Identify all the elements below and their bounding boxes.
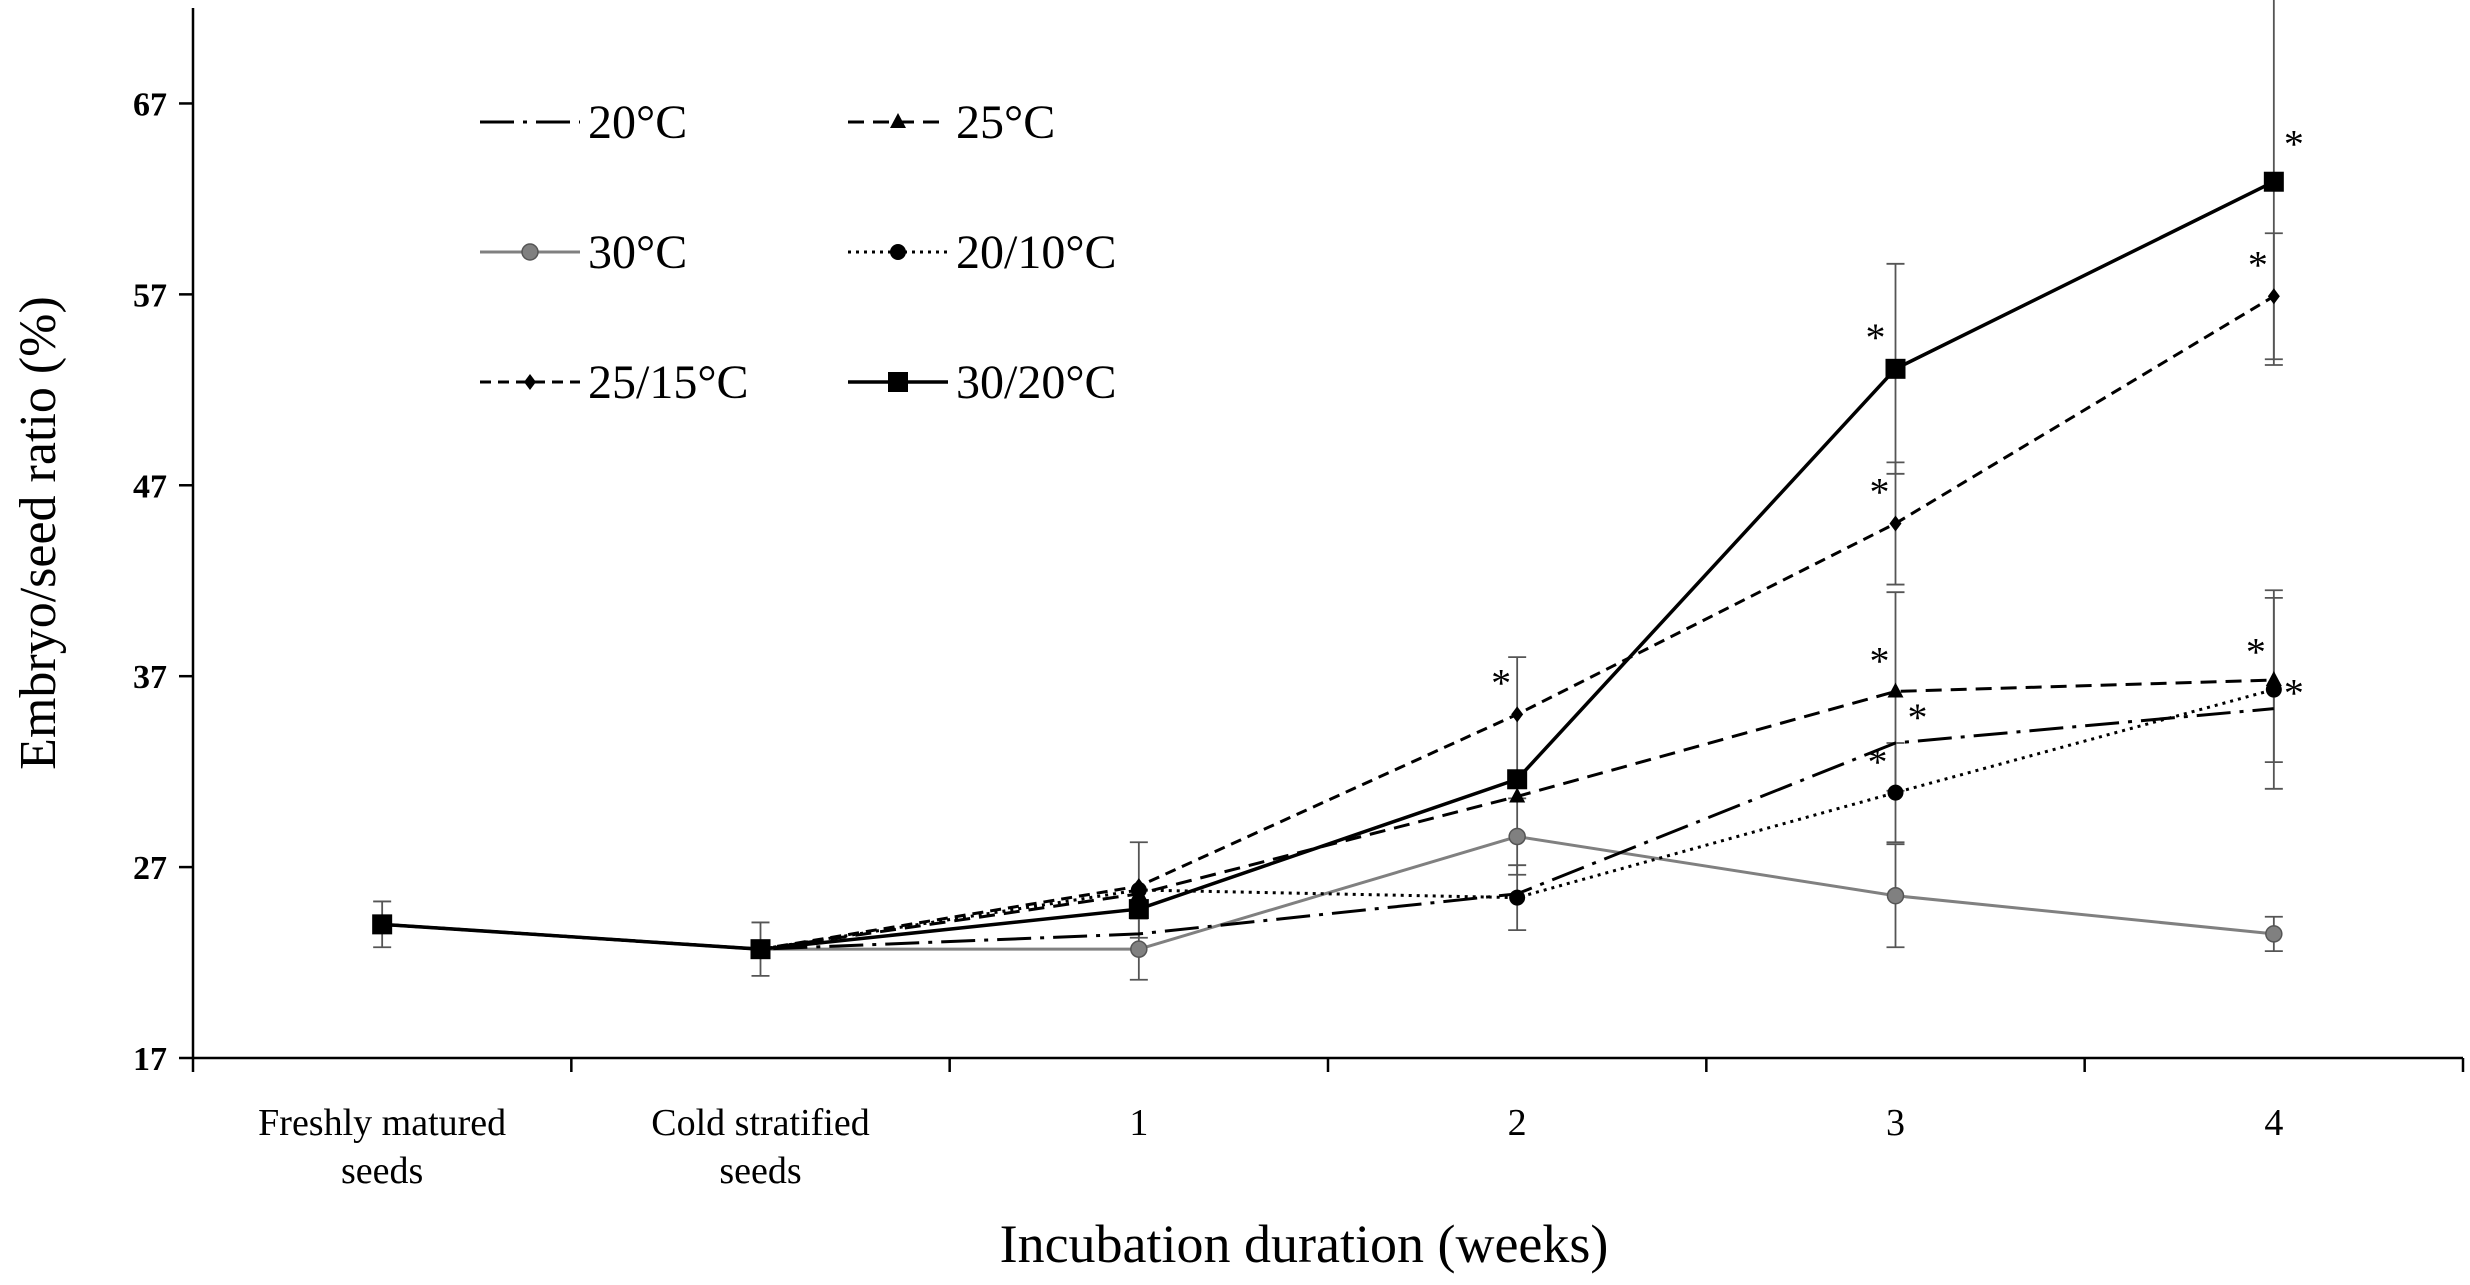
legend-item: 30°C — [480, 226, 687, 279]
series-line — [382, 688, 2275, 951]
legend-label: 20°C — [588, 96, 687, 149]
data-point — [2267, 288, 2280, 305]
data-point — [1886, 886, 1905, 905]
legend-item: 20/10°C — [848, 226, 1117, 279]
significance-star: * — [2248, 242, 2268, 287]
series-line — [382, 707, 2274, 951]
data-point — [1509, 787, 1526, 803]
significance-star: * — [2284, 122, 2304, 167]
y-tick-label: 37 — [133, 659, 167, 696]
legend-swatch-marker — [890, 244, 906, 260]
y-tick-label: 67 — [133, 86, 167, 123]
series-line — [382, 180, 2275, 951]
data-point — [1507, 769, 1528, 790]
legend-label: 30/20°C — [956, 356, 1117, 409]
legend-item: 25°C — [848, 96, 1055, 149]
data-point — [1889, 515, 1902, 532]
data-point — [2265, 925, 2283, 943]
x-tick-label: 2 — [1508, 1102, 1527, 1144]
legend-label: 25°C — [956, 96, 1055, 149]
significance-star: * — [1868, 740, 1888, 785]
x-tick-label: Freshly matured — [258, 1102, 506, 1144]
data-point — [1132, 878, 1145, 895]
data-point — [1130, 940, 1148, 958]
legend-item: 30/20°C — [848, 356, 1117, 409]
data-point — [1885, 358, 1906, 379]
legend-swatch-marker — [524, 374, 536, 390]
x-tick-label: Cold stratified — [651, 1102, 869, 1144]
data-point — [372, 914, 393, 935]
x-tick-label: seeds — [719, 1150, 801, 1192]
series-20-c — [382, 707, 2274, 951]
series-line — [382, 678, 2274, 951]
y-tick-label: 47 — [133, 468, 167, 505]
series-25-c — [374, 671, 2282, 956]
legend-label: 20/10°C — [956, 226, 1117, 279]
data-point — [750, 939, 771, 960]
significance-star: * — [1870, 638, 1890, 683]
y-tick-label: 27 — [133, 850, 167, 887]
y-axis-title: Embryo/seed ratio (%) — [10, 296, 67, 770]
x-tick-label: 3 — [1886, 1102, 1905, 1144]
legend-swatch-marker — [890, 113, 906, 128]
legend-swatch-marker — [888, 372, 908, 392]
significance-star: * — [1870, 469, 1890, 514]
x-tick-label: 1 — [1129, 1102, 1148, 1144]
significance-star: * — [1866, 315, 1886, 360]
data-point — [1887, 682, 1904, 698]
significance-star: * — [2284, 671, 2304, 716]
data-point — [1128, 899, 1149, 920]
legend-label: 25/15°C — [588, 356, 749, 409]
data-point — [1887, 784, 1904, 801]
data-point — [2265, 671, 2282, 686]
y-tick-label: 57 — [133, 277, 167, 314]
significance-star: * — [1491, 660, 1511, 705]
x-tick-label: 4 — [2264, 1102, 2283, 1144]
legend-label: 30°C — [588, 226, 687, 279]
data-point — [2263, 171, 2284, 192]
x-tick-label: seeds — [341, 1150, 423, 1192]
legend-swatch-marker — [521, 243, 539, 261]
significance-star: * — [1908, 695, 1928, 740]
legend-item: 25/15°C — [480, 356, 749, 409]
legend-item: 20°C — [480, 96, 687, 149]
data-point — [1511, 706, 1524, 723]
series-20-10-c — [374, 681, 2282, 958]
series-line — [382, 835, 2274, 951]
series-30-20-c — [372, 171, 2284, 960]
significance-star: * — [2246, 630, 2266, 675]
series-30-c — [373, 827, 2283, 958]
y-tick-label: 17 — [133, 1041, 167, 1078]
x-axis-title: Incubation duration (weeks) — [1000, 1214, 1609, 1274]
data-point — [1508, 827, 1526, 846]
